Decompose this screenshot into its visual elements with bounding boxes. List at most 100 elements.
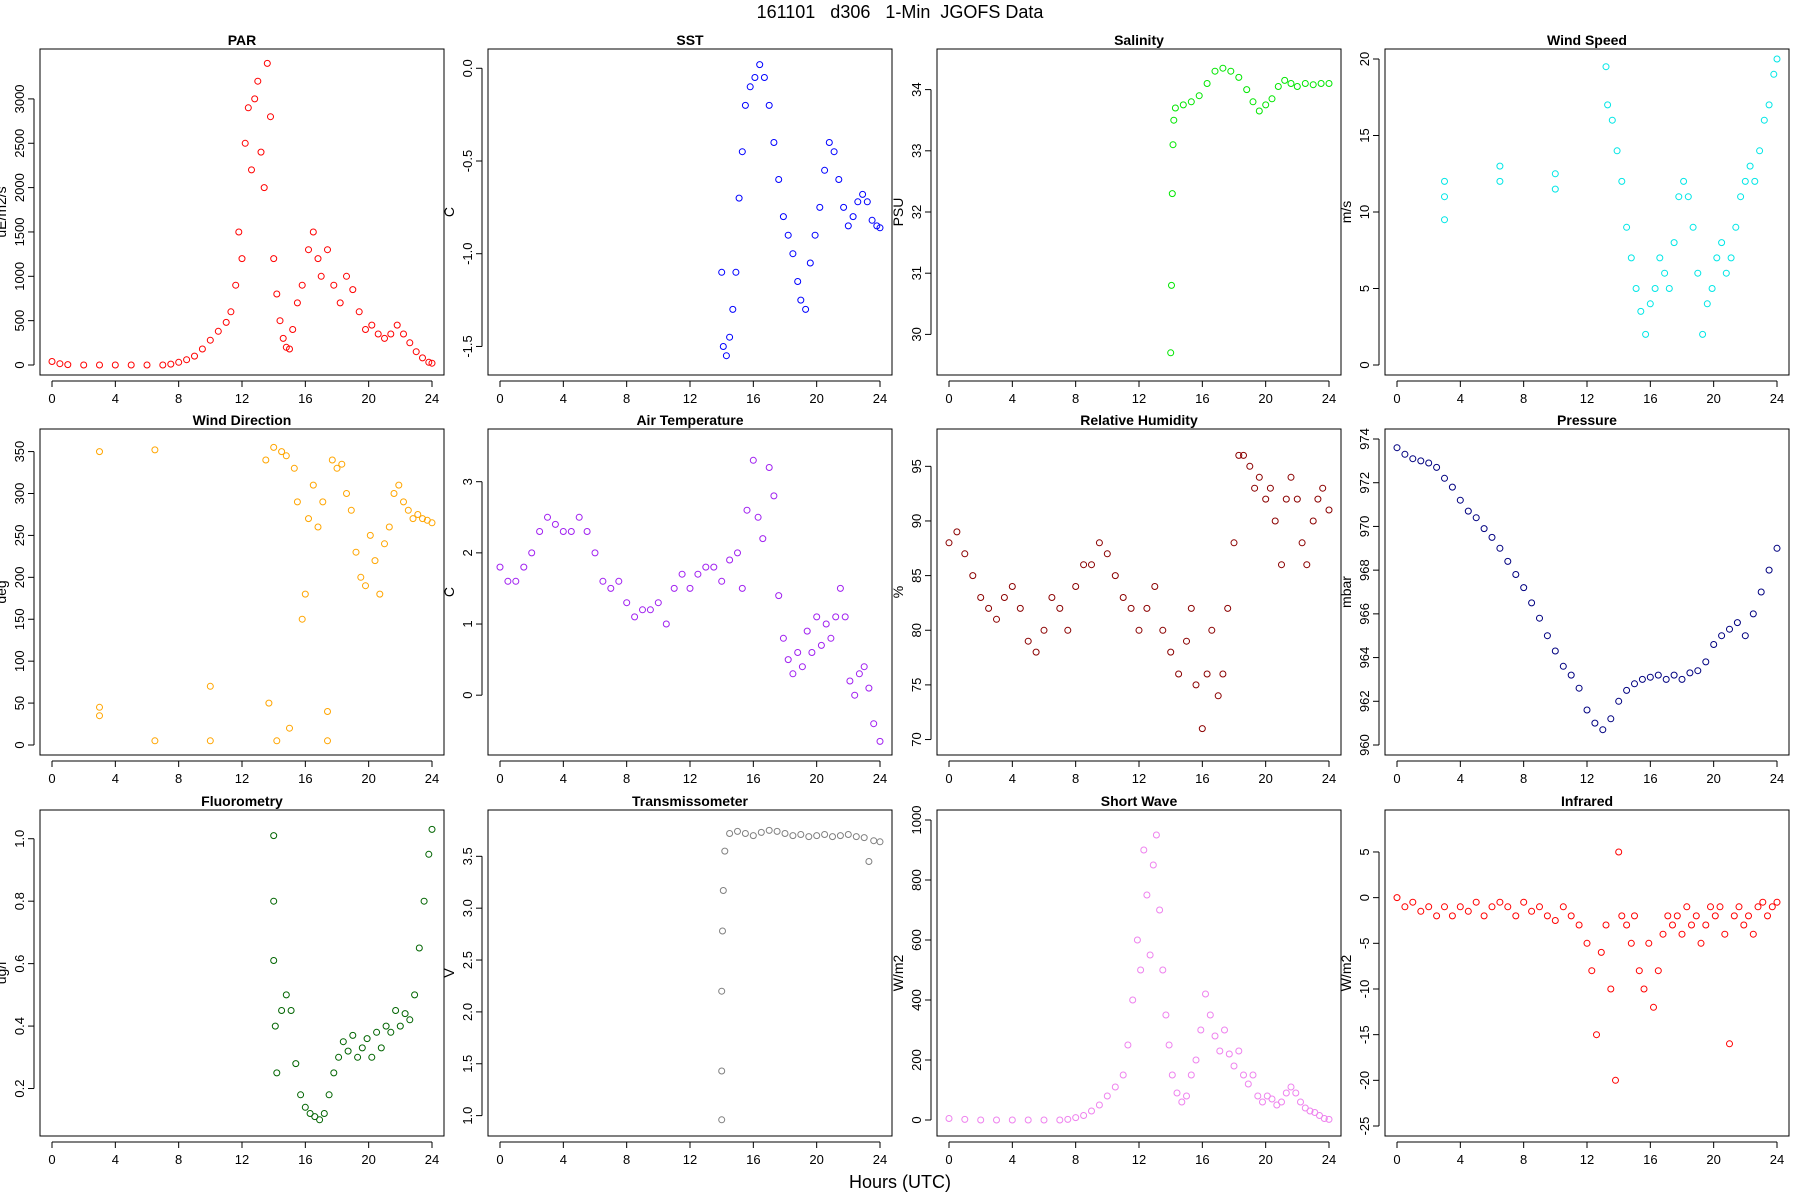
data-point xyxy=(1088,1107,1095,1115)
data-point xyxy=(1607,985,1615,993)
data-point xyxy=(686,584,694,592)
data-point xyxy=(694,570,702,578)
data-point xyxy=(64,361,72,369)
y-tick-label: 968 xyxy=(1357,559,1372,581)
y-tick-label: -0.5 xyxy=(460,150,475,172)
panel-salinity: Salinity 0 4 8 12 16 20 24 30 31 32 33 34 PSU xyxy=(890,32,1342,406)
data-point xyxy=(1168,1071,1176,1079)
data-point xyxy=(961,1115,969,1123)
data-point xyxy=(343,272,350,280)
data-point xyxy=(279,334,287,342)
data-point xyxy=(844,222,852,230)
data-point xyxy=(392,1007,400,1014)
data-point xyxy=(765,826,773,834)
x-tick-label: 20 xyxy=(361,771,375,786)
data-point xyxy=(496,563,504,571)
data-point xyxy=(1040,626,1048,634)
y-axis-label: uE/m2/s xyxy=(0,186,9,237)
y-tick-label: 2 xyxy=(460,549,475,556)
x-tick-label: 24 xyxy=(873,391,887,406)
y-tick-label: 400 xyxy=(909,989,924,1011)
data-point xyxy=(1551,917,1559,924)
panel-transmissometer: Transmissometer 0 4 8 12 16 20 24 1.0 1.5 2.0 2.5 3.… xyxy=(441,793,893,1167)
x-tick-label: 8 xyxy=(1072,1152,1079,1167)
data-point xyxy=(1480,525,1488,533)
data-point xyxy=(1309,517,1317,525)
data-point xyxy=(352,548,360,556)
data-point xyxy=(719,343,727,350)
data-point xyxy=(320,1110,328,1117)
data-point xyxy=(1623,223,1631,231)
data-point xyxy=(368,1053,376,1061)
data-point xyxy=(1670,239,1678,247)
data-point xyxy=(385,523,393,531)
data-point xyxy=(599,577,607,585)
data-point xyxy=(96,448,103,456)
x-tick-label: 20 xyxy=(1706,391,1720,406)
data-point xyxy=(111,361,119,369)
data-point xyxy=(1282,495,1290,503)
data-point xyxy=(206,682,214,690)
y-tick-label: 95 xyxy=(909,459,924,473)
data-point xyxy=(1615,848,1623,856)
data-point xyxy=(381,540,388,548)
panel-title: Pressure xyxy=(1557,412,1617,428)
data-point xyxy=(1274,83,1282,90)
data-point xyxy=(282,991,290,999)
x-tick-label: 16 xyxy=(746,1152,760,1167)
y-tick-label: 2.0 xyxy=(460,1003,475,1021)
x-tick-label: 4 xyxy=(1457,391,1464,406)
y-tick-label: 600 xyxy=(909,929,924,951)
data-point xyxy=(1583,706,1591,714)
data-point xyxy=(1567,671,1575,679)
data-point xyxy=(206,737,214,745)
x-axis-caption: Hours (UTC) xyxy=(849,1172,951,1192)
y-tick-label: 1000 xyxy=(12,262,27,291)
data-point xyxy=(376,590,384,598)
data-point xyxy=(1293,83,1301,90)
data-point xyxy=(822,620,830,628)
y-tick-label: 800 xyxy=(909,869,924,891)
data-point xyxy=(278,448,286,456)
panel-pressure: Pressure 0 4 8 12 16 20 24 960 962 964 966 968 970 972… xyxy=(1338,412,1790,786)
data-point xyxy=(393,321,401,329)
data-point xyxy=(325,1091,333,1099)
plot-frame xyxy=(936,48,1342,376)
data-point xyxy=(961,550,969,558)
data-point xyxy=(309,481,317,489)
data-point xyxy=(757,828,765,836)
data-point xyxy=(1765,566,1773,574)
data-point xyxy=(1425,903,1433,911)
y-tick-label: 0 xyxy=(1357,361,1372,368)
data-point xyxy=(349,1031,357,1039)
data-point xyxy=(1259,1098,1266,1106)
data-point xyxy=(362,326,369,333)
data-point xyxy=(520,563,528,571)
data-point xyxy=(1173,1089,1181,1097)
data-point xyxy=(1032,648,1040,656)
y-tick-label: 3.5 xyxy=(460,847,475,865)
data-point xyxy=(829,833,836,841)
data-point xyxy=(977,594,985,601)
data-point xyxy=(344,1047,352,1055)
data-point xyxy=(749,456,757,464)
x-tick-label: 4 xyxy=(1457,1152,1464,1167)
x-tick-label: 8 xyxy=(1072,771,1079,786)
data-point xyxy=(1593,1031,1600,1039)
data-point xyxy=(354,1053,362,1061)
data-point xyxy=(1740,921,1748,929)
panel-title: Wind Direction xyxy=(193,412,292,428)
x-tick-label: 8 xyxy=(1520,771,1527,786)
y-tick-label: 970 xyxy=(1357,516,1372,538)
data-point xyxy=(330,281,338,289)
data-point xyxy=(836,832,844,840)
data-point xyxy=(1702,921,1710,929)
data-point xyxy=(607,584,615,592)
data-point xyxy=(1512,571,1520,578)
data-point xyxy=(860,834,868,842)
data-point xyxy=(248,166,255,174)
y-tick-label: -5 xyxy=(1357,938,1372,950)
data-point xyxy=(794,649,802,656)
data-point xyxy=(319,498,327,506)
